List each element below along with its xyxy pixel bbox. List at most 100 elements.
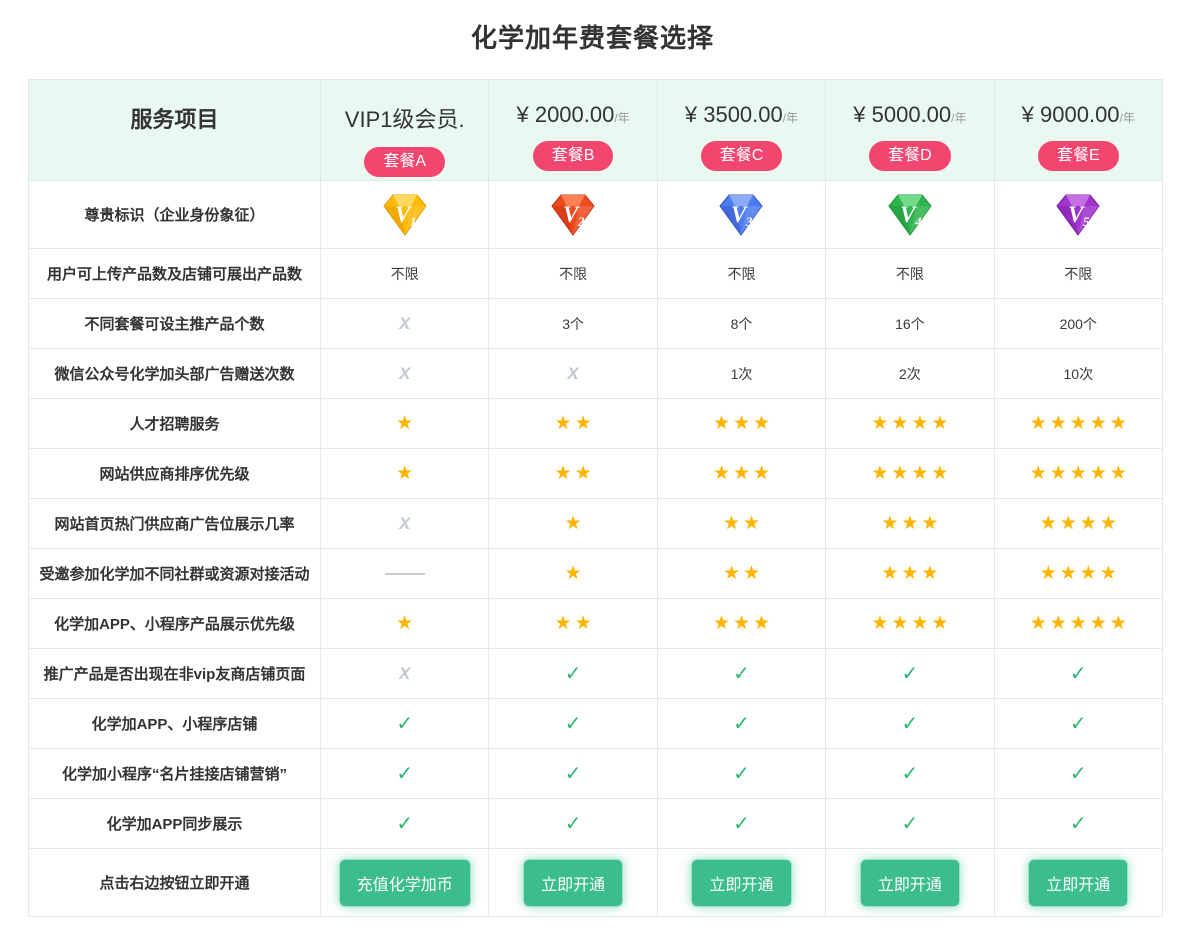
plan-price-per: /年 [1119,111,1135,125]
table-header-row: 服务项目 VIP1级会员. 套餐A ¥ 2000.00/年 套餐B ¥ 3500.00/年… [29,80,1162,180]
check-icon: ✓ [564,713,582,735]
plan-price-main: ¥ 9000.00 [1021,102,1120,127]
table-row: 受邀参加化学加不同社群或资源对接活动 ★ ★★ ★★★ ★★★★ [29,548,1162,598]
plan-price-main: ¥ 5000.00 [853,102,952,127]
table-row: 微信公众号化学加头部广告赠送次数 X X 1次 2次 10次 [29,348,1162,398]
plan-price-per: /年 [782,111,799,125]
row-label: 化学加APP、小程序产品展示优先级 [54,616,295,633]
value-cell: ★★★★ [825,449,993,498]
value-cell: 1次 [656,349,825,398]
value-cell: ★ [320,449,488,498]
value-cell: 不限 [656,249,825,298]
value-cell: ✓ [320,749,488,798]
x-mark-icon: X [399,513,411,533]
value-cell: ✓ [488,749,656,798]
activate-button[interactable]: 立即开通 [859,858,960,907]
plan-header-cell: ¥ 9000.00/年套餐E [993,80,1162,180]
dash-icon [384,572,425,575]
table-row: 尊贵标识（企业身份象征） V 1 V 2 V 3 V 4 V 5 [29,180,1162,248]
plan-header-cell: ¥ 2000.00/年 套餐B [488,80,656,180]
plan-price-main: ¥ 3500.00 [684,102,783,127]
value-cell: 充值化学加币 [320,849,488,916]
value-cell: ✓ [656,799,825,848]
cell-text: 16个 [895,315,925,332]
row-label: 用户可上传产品数及店铺可展出产品数 [46,266,302,283]
check-icon: ✓ [396,813,414,835]
table-row: 化学加APP同步展示 ✓ ✓ ✓ ✓ ✓ [29,798,1162,848]
row-label-cell: 网站首页热门供应商广告位展示几率 [29,499,320,548]
value-cell: 不限 [993,249,1162,298]
plan-badge: 套餐A [364,147,446,177]
cell-text: 1次 [730,365,753,382]
row-label: 不同套餐可设主推产品个数 [84,316,265,333]
star-rating: ★★★★★ [1029,613,1130,634]
activate-button[interactable]: 立即开通 [691,858,792,907]
value-cell: ✓ [993,699,1162,748]
value-cell: ★★★ [656,449,825,498]
check-icon: ✓ [901,713,919,735]
star-rating: ★ [564,563,585,584]
plan-header-cell: ¥ 5000.00/年 套餐D [825,80,993,180]
cell-text: 不限 [390,265,419,282]
plan-price: VIP1级会员. [345,102,465,134]
row-label: 尊贵标识（企业身份象征） [84,207,265,224]
value-cell: ★★★★★ [993,399,1162,448]
value-cell: ✓ [825,699,993,748]
value-cell: 10次 [993,349,1162,398]
check-icon: ✓ [901,663,919,685]
row-label-cell: 化学加小程序“名片挂接店铺营销” [29,749,320,798]
activate-button[interactable]: 立即开通 [1028,858,1129,907]
star-rating: ★ [396,463,417,484]
table-row: 人才招聘服务 ★ ★★ ★★★ ★★★★ ★★★★★ [29,398,1162,448]
plan-price: ¥ 3500.00/年 [685,102,798,128]
star-rating: ★★★ [712,413,774,434]
value-cell: ★ [488,549,656,598]
row-label: 推广产品是否出现在非vip友商店铺页面 [43,666,306,683]
value-cell: ★★★ [656,399,825,448]
plan-badge: 套餐E [1037,141,1119,171]
value-cell: ★★★ [656,599,825,648]
row-label-cell: 网站供应商排序优先级 [29,449,320,498]
check-icon: ✓ [901,763,919,785]
recharge-button[interactable]: 充值化学加币 [338,858,471,907]
value-cell: 16个 [825,299,993,348]
value-cell: ✓ [488,649,656,698]
value-cell: 2次 [825,349,993,398]
plan-badge: 套餐B [532,141,614,171]
value-cell: ★★★ [825,499,993,548]
table-row: 网站供应商排序优先级 ★ ★★ ★★★ ★★★★ ★★★★★ [29,448,1162,498]
value-cell: ✓ [993,799,1162,848]
table-row: 化学加APP、小程序店铺 ✓ ✓ ✓ ✓ ✓ [29,698,1162,748]
value-cell: ★★★★★ [993,449,1162,498]
svg-text:V: V [563,202,580,227]
value-cell: ★★★ [825,549,993,598]
star-rating: ★ [396,413,417,434]
value-cell: ★★ [488,599,656,648]
check-icon: ✓ [564,763,582,785]
plan-price-main: ¥ 2000.00 [516,102,615,127]
check-icon: ✓ [396,713,414,735]
activate-button[interactable]: 立即开通 [523,858,624,907]
plan-price-per: /年 [951,111,967,125]
value-cell: 立即开通 [825,849,993,916]
row-label: 点击右边按钮立即开通 [99,875,250,892]
row-label-cell: 化学加APP、小程序店铺 [29,699,320,748]
table-row: 用户可上传产品数及店铺可展出产品数 不限 不限 不限 不限 不限 [29,248,1162,298]
star-rating: ★★★★ [871,463,952,484]
row-label: 化学加APP同步展示 [106,816,243,833]
pricing-table: 服务项目 VIP1级会员. 套餐A ¥ 2000.00/年 套餐B ¥ 3500.00/年… [28,79,1163,917]
value-cell: ★★★★ [825,599,993,648]
star-rating: ★★★★ [871,413,952,434]
svg-text:5: 5 [1083,214,1090,229]
cell-text: 2次 [898,365,921,382]
service-header-cell: 服务项目 [29,80,320,180]
star-rating: ★★ [722,563,764,584]
check-icon: ✓ [733,713,750,735]
